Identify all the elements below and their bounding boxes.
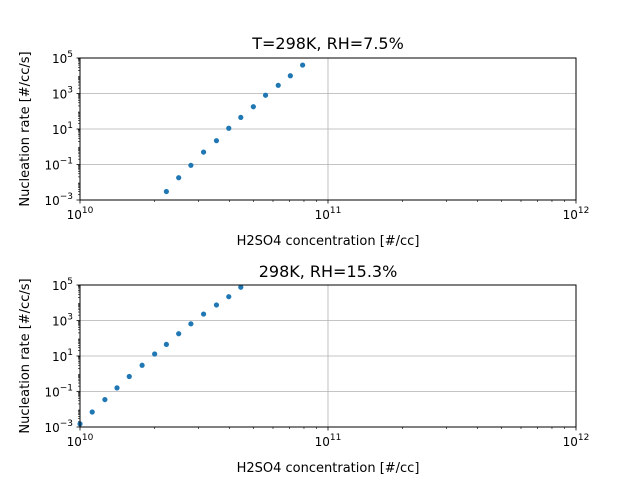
data-point [188,321,194,327]
x-axis-label: H2SO4 concentration [#/cc] [237,461,420,476]
y-axis-label: Nucleation rate [#/cc/s] [18,278,33,433]
data-point [213,138,220,144]
y-tick-label: 10−1 [44,157,73,173]
data-point [188,162,194,168]
x-tick-label: 1011 [315,433,342,449]
y-tick-labels: 10−3 10−1 101 103 105 [44,50,73,208]
data-point [89,409,95,415]
data-point [213,302,220,308]
major-ticks [76,57,577,204]
data-point [226,294,232,300]
data-point [226,125,232,131]
y-tick-labels: 10−3 10−1 101 103 105 [44,277,73,435]
x-tick-label: 1010 [67,433,94,449]
data-point [152,351,158,357]
data-point [238,284,244,290]
y-tick-label: 10−1 [44,384,73,400]
x-axis-label: H2SO4 concentration [#/cc] [237,234,420,249]
subplot-title: 298K, RH=15.3% [259,262,398,281]
y-tick-label: 101 [52,348,73,364]
x-tick-label: 1012 [563,206,590,222]
data-point [200,311,207,317]
data-point [163,341,169,348]
data-point [238,114,244,121]
data-point [250,104,256,110]
x-tick-labels: 1010 1011 1012 [67,206,590,222]
y-tick-label: 101 [52,121,73,137]
data-point [275,82,281,88]
data-point [139,362,145,368]
subplot-top: T=298K, RH=7.5% H2SO4 concentration [#/c… [18,34,589,249]
data-point [163,188,169,195]
data-point [176,175,182,181]
data-point [176,331,182,337]
x-tick-labels: 1010 1011 1012 [67,433,590,449]
y-tick-label: 10−3 [44,419,73,435]
data-point [262,92,269,98]
data-point [114,385,120,391]
y-tick-label: 10−3 [44,192,73,208]
y-tick-label: 103 [52,86,73,102]
data-points [163,62,306,195]
data-point [102,396,108,403]
subplot-bottom: 298K, RH=15.3% H2SO4 concentration [#/cc… [18,262,589,476]
y-axis-label: Nucleation rate [#/cc/s] [18,51,33,206]
plot-frame [79,57,577,201]
plot-frame [79,284,577,428]
data-points [77,284,244,427]
major-ticks [76,284,577,431]
y-tick-label: 103 [52,313,73,329]
x-tick-label: 1012 [563,433,590,449]
data-point [200,149,207,155]
data-point [287,73,293,79]
subplot-title: T=298K, RH=7.5% [251,34,404,53]
x-tick-label: 1010 [67,206,94,222]
data-point [300,62,306,68]
data-point [126,373,132,380]
y-tick-label: 105 [52,50,73,66]
y-tick-label: 105 [52,277,73,293]
x-tick-label: 1011 [315,206,342,222]
